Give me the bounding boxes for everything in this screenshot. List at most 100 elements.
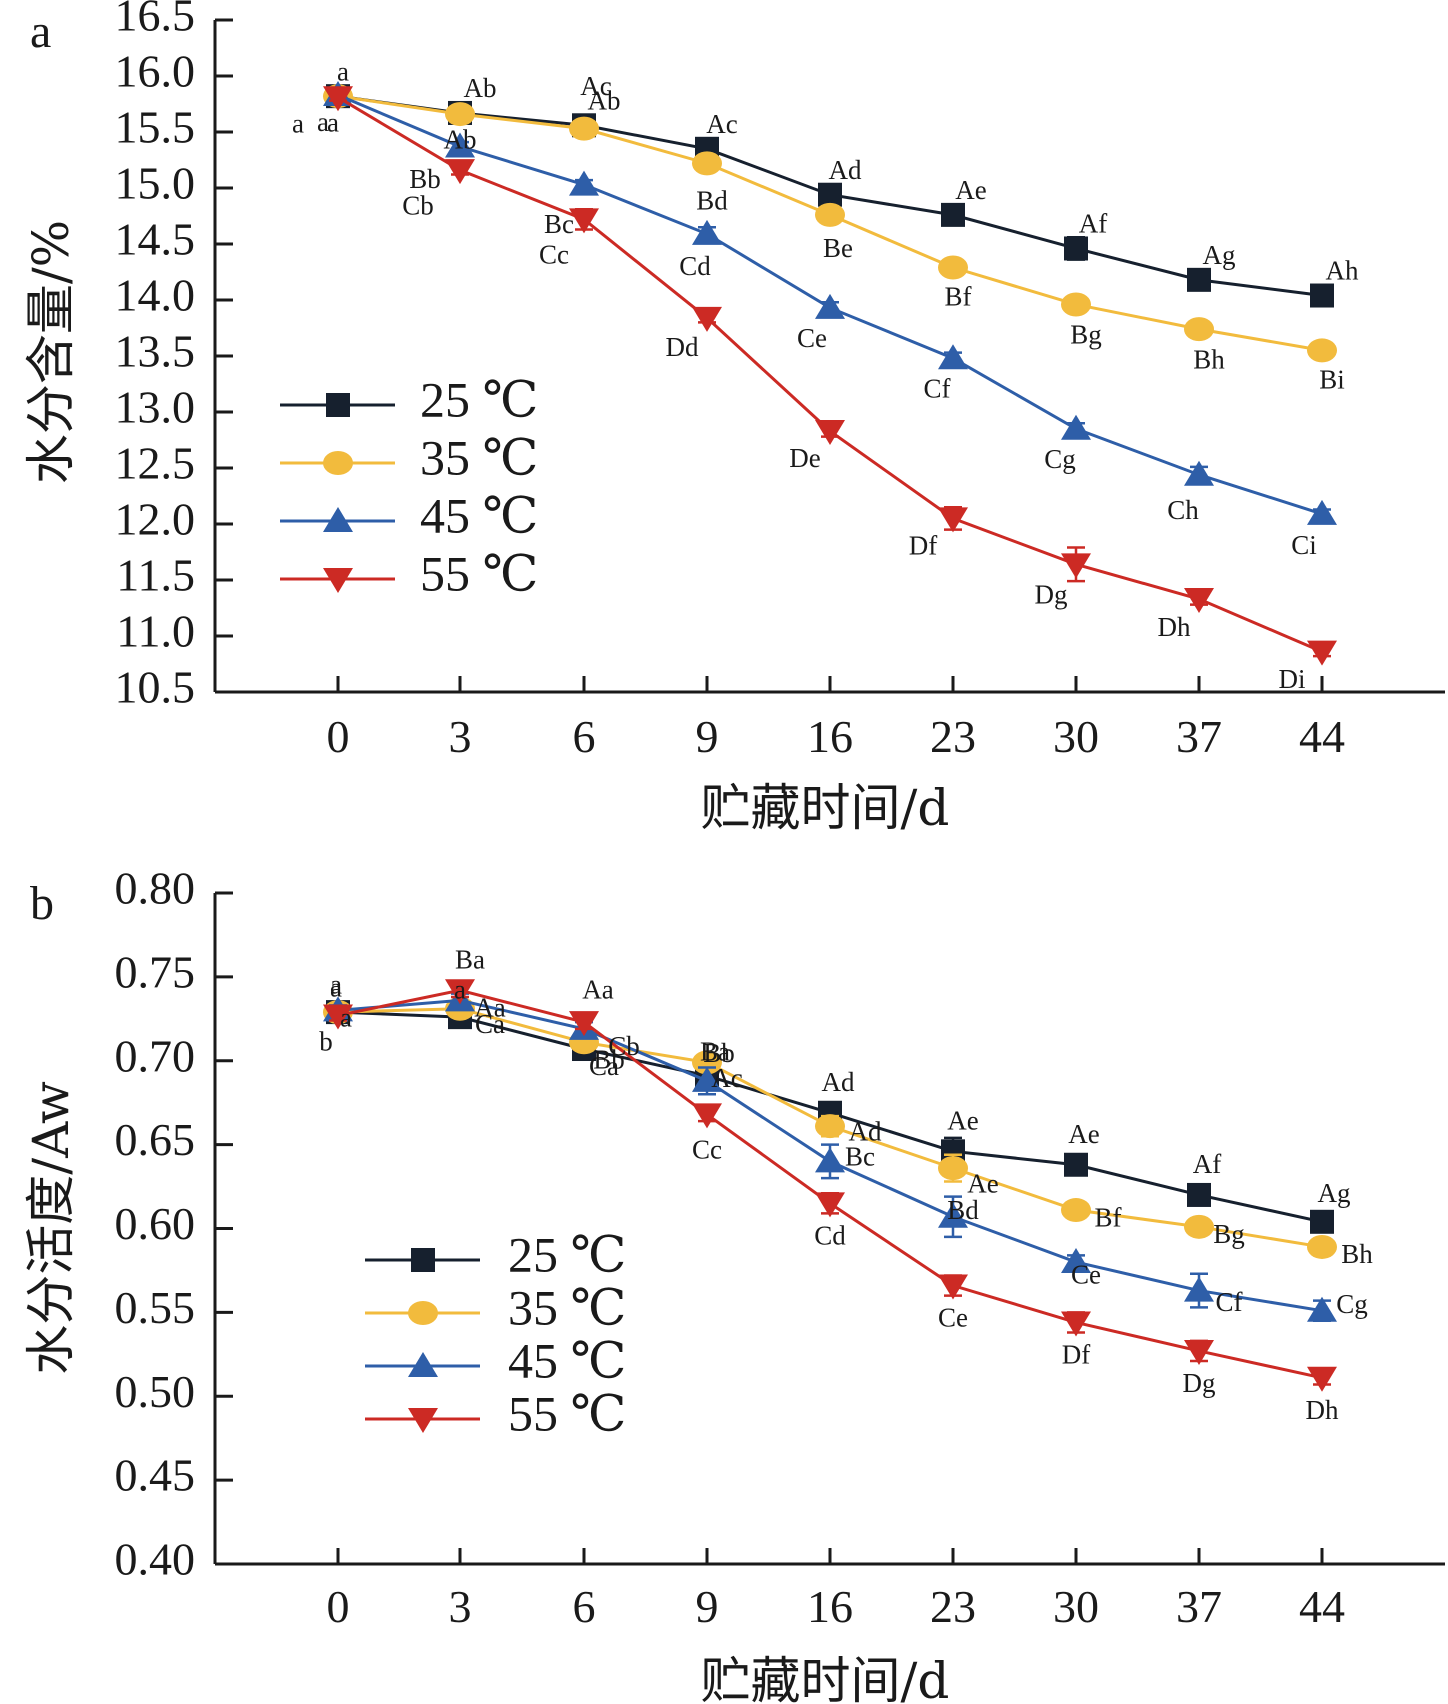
data-point <box>938 344 968 370</box>
point-label: Ca <box>589 1051 619 1081</box>
data-point <box>818 182 842 207</box>
data-point <box>1064 1152 1088 1177</box>
point-label: Ba <box>700 1037 730 1067</box>
data-point <box>1187 267 1211 292</box>
y-tick-label: 14.5 <box>115 214 196 265</box>
legend-label: 25 ℃ <box>420 371 538 427</box>
data-point <box>1184 1276 1214 1302</box>
point-label: a <box>330 973 342 1003</box>
point-label: Di <box>1279 664 1306 694</box>
data-point <box>938 1202 968 1228</box>
legend-item: 35 ℃ <box>365 1279 626 1335</box>
point-label: Df <box>1062 1340 1091 1370</box>
y-tick-label: 0.75 <box>115 946 196 997</box>
data-point <box>1307 1234 1337 1259</box>
data-point <box>1061 1311 1091 1337</box>
data-point <box>1307 338 1337 363</box>
data-point <box>445 979 475 1005</box>
legend-label: 45 ℃ <box>508 1332 626 1388</box>
data-point <box>1184 317 1214 342</box>
point-label: De <box>789 443 820 473</box>
y-tick-label: 11.0 <box>116 606 195 657</box>
y-tick-label: 14.0 <box>115 270 196 321</box>
point-label: Bb <box>409 164 441 194</box>
y-tick-label: 10.5 <box>115 662 196 713</box>
data-point <box>815 293 845 319</box>
point-label: Aa <box>582 974 613 1004</box>
point-label: Ae <box>967 1168 998 1198</box>
legend-label: 35 ℃ <box>420 429 538 485</box>
legend-label: 45 ℃ <box>420 487 538 543</box>
x-tick-label: 37 <box>1176 711 1222 762</box>
data-point <box>692 151 722 176</box>
data-point <box>1061 553 1091 579</box>
data-point <box>938 1274 968 1300</box>
point-label: Bb <box>703 1038 735 1068</box>
y-tick-label: 15.0 <box>115 158 196 209</box>
data-point <box>1310 283 1334 308</box>
data-point <box>1307 1296 1337 1322</box>
point-label: Dd <box>666 332 699 362</box>
data-point <box>938 1156 968 1181</box>
x-axis-title: 贮藏时间/d <box>701 779 950 837</box>
point-label: Ae <box>955 175 986 205</box>
y-tick-label: 0.55 <box>115 1282 196 1333</box>
point-label: Af <box>1079 209 1108 239</box>
legend-marker <box>323 451 353 475</box>
data-point <box>1061 1198 1091 1223</box>
y-tick-label: 16.5 <box>115 0 196 41</box>
data-point <box>692 219 722 245</box>
point-label: Be <box>823 233 853 263</box>
x-tick-label: 0 <box>327 1581 350 1632</box>
legend-item: 25 ℃ <box>365 1226 626 1282</box>
y-tick-label: 13.5 <box>115 326 196 377</box>
point-label: Ab <box>464 73 497 103</box>
point-label: Ag <box>1203 240 1236 270</box>
point-label: Bf <box>945 282 972 312</box>
data-point <box>569 208 599 234</box>
series-0 <box>326 84 1334 308</box>
point-label: Ce <box>797 323 827 353</box>
y-tick-label: 0.80 <box>115 863 196 914</box>
point-label: Ch <box>1167 495 1199 525</box>
point-label: Ad <box>849 1116 882 1146</box>
x-tick-label: 3 <box>449 1581 472 1632</box>
point-label: Ae <box>1068 1119 1099 1149</box>
legend-item: 45 ℃ <box>365 1332 626 1388</box>
data-point <box>815 1147 845 1173</box>
point-label: Ce <box>938 1303 968 1333</box>
point-label: Bg <box>1213 1219 1245 1249</box>
data-point <box>1061 1248 1091 1274</box>
data-point <box>941 202 965 227</box>
legend-marker <box>326 393 350 417</box>
point-label: Bd <box>696 186 728 216</box>
series-3 <box>323 979 1337 1392</box>
x-tick-label: 23 <box>930 1581 976 1632</box>
panel-letter: b <box>30 877 54 930</box>
point-label: b <box>319 1026 333 1056</box>
data-point <box>1061 414 1091 440</box>
point-label: Dg <box>1035 580 1068 610</box>
point-label: Ad <box>829 155 862 185</box>
point-label: Bd <box>947 1195 979 1225</box>
data-point <box>815 1114 845 1139</box>
legend-marker <box>411 1248 435 1272</box>
point-label: a <box>337 56 349 86</box>
series-3 <box>323 86 1337 666</box>
data-point <box>1064 236 1088 261</box>
data-point <box>445 159 475 185</box>
point-label: Ce <box>1071 1259 1101 1289</box>
x-tick-label: 44 <box>1299 1581 1345 1632</box>
point-label: Bc <box>845 1142 875 1172</box>
data-point <box>815 1192 845 1218</box>
x-tick-label: 44 <box>1299 711 1345 762</box>
y-tick-label: 13.0 <box>115 382 196 433</box>
point-label: Cf <box>924 373 951 403</box>
data-point <box>1184 460 1214 486</box>
point-label: Dh <box>1158 612 1191 642</box>
legend-marker <box>323 507 353 532</box>
data-point <box>692 306 722 332</box>
x-tick-label: 16 <box>807 1581 853 1632</box>
point-label: Ah <box>1326 256 1359 286</box>
point-label: Cg <box>1336 1289 1368 1319</box>
